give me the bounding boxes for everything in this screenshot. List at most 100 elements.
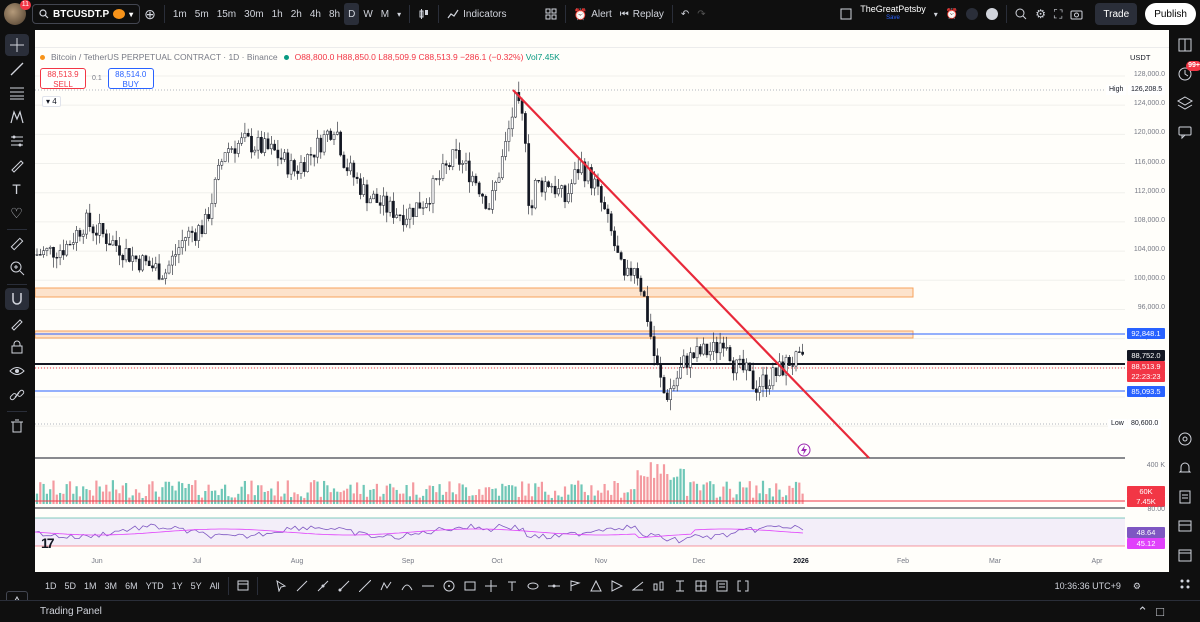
stay-drawing-tool[interactable] — [5, 312, 29, 334]
range-all[interactable]: All — [209, 581, 220, 591]
fullscreen-search-icon[interactable] — [1011, 3, 1031, 25]
trendline-tool[interactable] — [5, 58, 29, 80]
angle-icon[interactable] — [629, 577, 647, 595]
timeframe-W[interactable]: W — [363, 8, 373, 20]
bars-pattern-icon[interactable] — [650, 577, 668, 595]
range-1d[interactable]: 1D — [45, 581, 57, 591]
utc-clock[interactable]: 10:36:36 UTC+9 — [1054, 581, 1121, 591]
calendar-button[interactable] — [1174, 457, 1196, 479]
timeframe-1h[interactable]: 1h — [271, 8, 283, 20]
ellipse-icon[interactable] — [524, 577, 542, 595]
time-axis[interactable]: Jun Jul Aug Sep Oct Nov Dec 2026 Feb Mar Apr — [35, 556, 1125, 570]
hline-label-icon[interactable] — [545, 577, 563, 595]
fullscreen-icon[interactable]: ⛶ — [1054, 6, 1063, 21]
chart-canvas[interactable] — [34, 48, 1169, 572]
chevron-down-icon[interactable]: ▾ — [933, 9, 938, 19]
compare-symbol-button[interactable]: ⊕ — [144, 5, 156, 22]
camera-icon[interactable] — [1066, 3, 1087, 25]
alert-button[interactable]: ⏰ Alert — [570, 3, 616, 25]
trade-button[interactable]: Trade — [1095, 3, 1138, 25]
chart-area[interactable] — [34, 48, 1169, 572]
hotlists-button[interactable] — [1174, 428, 1196, 450]
text-tool[interactable]: T — [5, 178, 29, 200]
range-5d[interactable]: 5D — [64, 581, 77, 591]
gear-icon[interactable]: ⚙ — [1035, 7, 1047, 21]
chevron-up-icon[interactable]: ⌃ — [1137, 604, 1148, 619]
user-avatar[interactable]: 11 — [4, 0, 31, 25]
templates-button[interactable] — [541, 3, 561, 25]
alerts-button[interactable]: 99+ — [1174, 61, 1200, 85]
lock-tool[interactable] — [5, 336, 29, 358]
sell-button[interactable]: 88,513.9 SELL — [40, 68, 86, 89]
buy-button[interactable]: 88,514.0 BUY — [107, 68, 154, 89]
triangle-icon[interactable] — [587, 577, 605, 595]
chats-button[interactable] — [1174, 121, 1196, 143]
undo-button[interactable]: ↶ — [680, 8, 690, 20]
ray-icon[interactable] — [335, 577, 353, 595]
info-line-icon[interactable] — [314, 577, 332, 595]
notes-button[interactable] — [1174, 486, 1196, 508]
range-ytd[interactable]: YTD — [145, 581, 164, 591]
help-button[interactable] — [1174, 573, 1196, 595]
favorites-tool[interactable]: ♡ — [5, 202, 29, 224]
note-icon[interactable] — [713, 577, 731, 595]
magnet-tool[interactable] — [4, 288, 29, 310]
zoom-tool[interactable] — [5, 257, 29, 279]
tradingview-logo[interactable]: 17 — [41, 535, 55, 551]
circle-icon[interactable] — [440, 577, 458, 595]
layers-button[interactable] — [1174, 92, 1196, 114]
range-5y[interactable]: 5Y — [190, 581, 202, 591]
fib-tool[interactable] — [5, 82, 29, 104]
indicators-button[interactable]: Indicators — [443, 3, 510, 25]
rectangle-icon[interactable] — [461, 577, 479, 595]
table-icon[interactable] — [692, 577, 710, 595]
profile-circle-icon[interactable] — [982, 3, 1002, 25]
dom-button[interactable] — [1174, 515, 1196, 537]
forecast-tool[interactable] — [5, 130, 29, 152]
timeframe-15m[interactable]: 15m — [216, 8, 237, 20]
brackets-icon[interactable] — [734, 577, 752, 595]
flag-icon[interactable] — [566, 577, 584, 595]
trading-panel-label[interactable]: Trading Panel — [40, 606, 102, 617]
replay-button[interactable]: ⏮ Replay — [616, 3, 668, 25]
crosshair-tool[interactable] — [4, 34, 29, 56]
horizontal-line-icon[interactable] — [419, 577, 437, 595]
layout-icon[interactable] — [836, 3, 856, 25]
timeframe-4h[interactable]: 4h — [309, 8, 321, 20]
cursor-icon[interactable] — [272, 577, 290, 595]
timeframe-2h[interactable]: 2h — [290, 8, 302, 20]
price-axis[interactable]: 128,000.0 124,000.0 120,000.0 116,000.0 112,… — [1125, 48, 1169, 572]
goto-date-button[interactable] — [233, 579, 253, 593]
range-1m[interactable]: 1M — [84, 581, 97, 591]
indicator-toggle[interactable]: ▾ 4 — [42, 96, 61, 107]
extended-line-icon[interactable] — [356, 577, 374, 595]
range-6m[interactable]: 6M — [125, 581, 138, 591]
maximize-icon[interactable]: □ — [1156, 604, 1164, 619]
calendar-view-button[interactable] — [1174, 544, 1196, 566]
publish-button[interactable]: Publish — [1145, 3, 1196, 25]
crossline-icon[interactable] — [482, 577, 500, 595]
text-icon[interactable] — [503, 577, 521, 595]
range-3m[interactable]: 3M — [104, 581, 118, 591]
timeframe-8h[interactable]: 8h — [328, 8, 341, 20]
timeframe-D[interactable]: D — [344, 3, 360, 25]
projection-icon[interactable] — [608, 577, 626, 595]
watchlist-button[interactable] — [1174, 34, 1196, 56]
settings-circle-icon[interactable] — [962, 3, 982, 25]
chart-type-button[interactable] — [414, 3, 434, 25]
timeframe-1m[interactable]: 1m — [172, 8, 187, 20]
chevron-down-icon[interactable]: ▾ — [397, 9, 402, 19]
price-range-icon[interactable] — [671, 577, 689, 595]
symbol-search[interactable]: BTCUSDT.P ▾ — [32, 4, 141, 24]
pattern-tool[interactable] — [5, 106, 29, 128]
timeframe-5m[interactable]: 5m — [194, 8, 209, 20]
arrow-line-icon[interactable] — [293, 577, 311, 595]
redo-button[interactable]: ↷ — [697, 8, 706, 20]
delete-tool[interactable] — [5, 415, 29, 437]
range-1y[interactable]: 1Y — [171, 581, 183, 591]
currency-label[interactable]: USDT — [1130, 53, 1151, 62]
timeframe-30m[interactable]: 30m — [244, 8, 264, 20]
path-icon[interactable] — [377, 577, 395, 595]
timeframe-M[interactable]: M — [380, 8, 390, 20]
hide-tool[interactable] — [5, 360, 29, 382]
